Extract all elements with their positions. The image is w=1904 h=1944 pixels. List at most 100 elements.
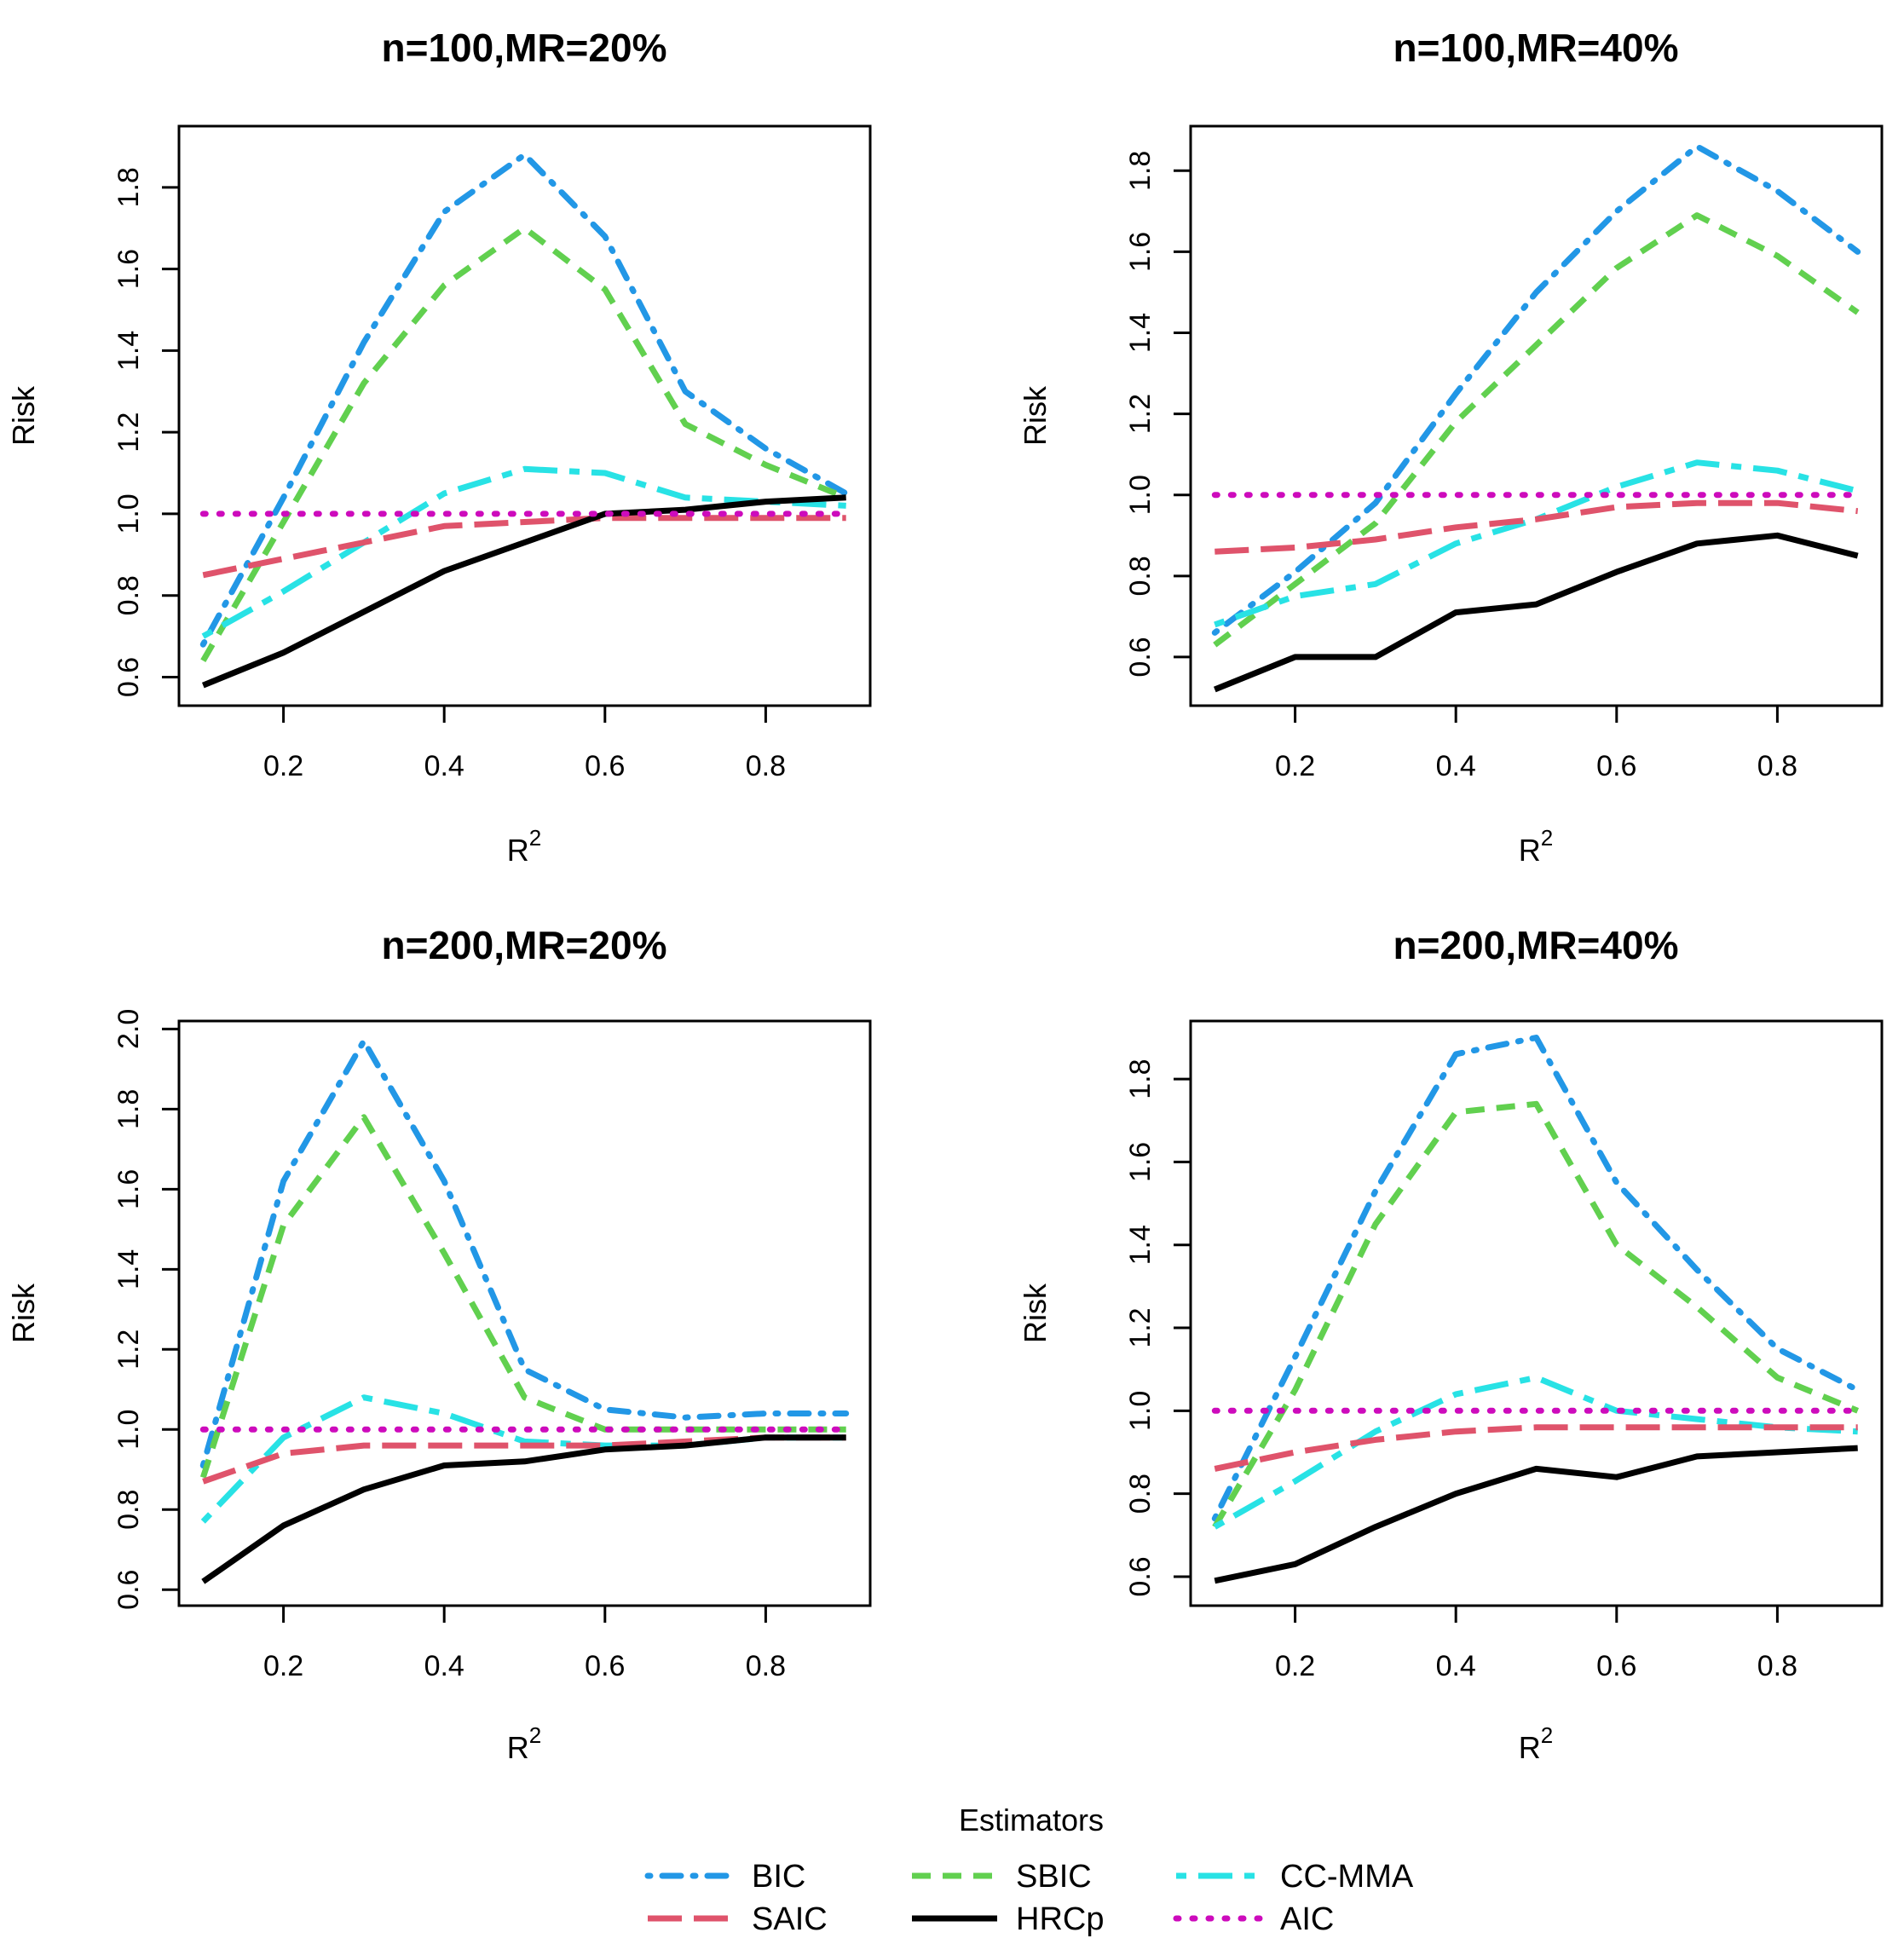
x-tick-label: 0.6 — [585, 1650, 625, 1682]
x-tick-label: 0.2 — [1275, 1650, 1315, 1682]
y-tick-label: 1.4 — [1124, 1225, 1157, 1265]
y-tick-label: 1.8 — [113, 167, 145, 207]
x-axis-label-superscript: 2 — [1541, 825, 1553, 851]
x-tick-label: 0.6 — [585, 750, 625, 782]
x-axis-label-superscript: 2 — [1541, 1722, 1553, 1748]
y-axis-label: Risk — [1018, 1283, 1053, 1343]
legend-label: CC-MMA — [1280, 1859, 1414, 1895]
x-tick-label: 0.8 — [746, 1650, 786, 1682]
y-tick-label: 1.2 — [1124, 394, 1157, 434]
y-tick-label: 1.0 — [113, 493, 145, 534]
legend-label: SBIC — [1016, 1859, 1092, 1895]
legend: Estimators BIC SBIC CC-MMA SAIC HRCp AIC — [644, 1803, 1414, 1937]
y-tick-label: 0.6 — [1124, 1556, 1157, 1596]
legend-item-aic: AIC — [1173, 1901, 1334, 1937]
y-tick-label: 1.8 — [1124, 1059, 1157, 1099]
legend-item-saic: SAIC — [648, 1901, 828, 1937]
plot-frame — [177, 1019, 872, 1607]
x-tick-label: 0.4 — [424, 750, 464, 782]
series-line-cc-mma — [1214, 459, 1859, 628]
panel-2: n=100,MR=40% 0.2 0.4 0.6 0.8 0.6 0.8 1.0 1.2 1.4 1… — [1018, 26, 1884, 868]
y-tick-label: 1.6 — [1124, 232, 1157, 272]
y-axis-label: Risk — [6, 385, 41, 446]
legend-item-sbic: SBIC — [912, 1859, 1092, 1895]
series-line-bic — [1211, 143, 1861, 636]
y-tick-label: 1.8 — [1124, 151, 1157, 191]
y-tick-label: 1.2 — [113, 412, 145, 453]
x-tick-label: 0.2 — [263, 1650, 303, 1682]
y-tick-label: 1.2 — [1124, 1307, 1157, 1347]
series-line-hrcp — [1213, 532, 1859, 693]
x-tick-label: 0.8 — [1757, 1650, 1797, 1682]
x-axis-label: R2 — [1519, 1722, 1553, 1765]
y-tick-label: 1.4 — [113, 1249, 145, 1289]
series-line-saic — [202, 1434, 846, 1485]
legend-label: SAIC — [752, 1901, 828, 1937]
x-axis-label-superscript: 2 — [529, 825, 541, 851]
plot-frame — [1189, 124, 1884, 707]
legend-label: BIC — [752, 1859, 805, 1895]
series-line-sbic — [1213, 212, 1860, 648]
series-line-saic — [1214, 1424, 1858, 1472]
y-tick-label: 0.8 — [113, 1490, 145, 1530]
y-tick-label: 1.0 — [1124, 475, 1157, 515]
legend-title: Estimators — [959, 1803, 1104, 1837]
y-axis-label: Risk — [6, 1283, 41, 1343]
series-line-saic — [1215, 499, 1859, 555]
panel-4: n=200,MR=40% 0.2 0.4 0.6 0.8 0.6 0.8 1.0 1.2 1.4 1… — [1018, 923, 1884, 1765]
series-line-saic — [202, 515, 846, 579]
y-tick-label: 2.0 — [113, 1009, 145, 1049]
series-line-hrcp — [201, 1434, 846, 1584]
series-line-bic — [199, 152, 850, 648]
x-axis-label: R2 — [507, 825, 541, 868]
panel-title: n=100,MR=20% — [382, 26, 667, 70]
series-line-sbic — [199, 1114, 846, 1479]
y-tick-label: 0.8 — [113, 575, 145, 615]
y-tick-label: 0.6 — [113, 657, 145, 697]
plot-frame — [177, 124, 872, 707]
y-tick-label: 0.8 — [1124, 556, 1157, 596]
y-tick-label: 1.0 — [1124, 1391, 1157, 1431]
legend-label: AIC — [1280, 1901, 1334, 1937]
panel-title: n=200,MR=40% — [1393, 923, 1679, 967]
y-tick-label: 1.6 — [1124, 1142, 1157, 1182]
legend-item-cc-mma: CC-MMA — [1176, 1859, 1414, 1895]
panel-title: n=100,MR=40% — [1393, 26, 1679, 70]
x-tick-label: 0.8 — [746, 750, 786, 782]
legend-item-bic: BIC — [644, 1859, 805, 1895]
x-tick-label: 0.8 — [1757, 750, 1797, 782]
series-line-bic — [1211, 1035, 1861, 1522]
y-tick-label: 1.4 — [1124, 313, 1157, 353]
series-line-sbic — [1212, 1100, 1860, 1529]
x-tick-label: 0.6 — [1596, 750, 1636, 782]
x-axis-label-superscript: 2 — [529, 1722, 541, 1748]
y-tick-label: 1.6 — [113, 1169, 145, 1209]
y-tick-label: 0.6 — [113, 1570, 145, 1610]
series-group — [1211, 143, 1861, 693]
y-tick-label: 1.2 — [113, 1330, 145, 1370]
x-tick-label: 0.6 — [1596, 1650, 1636, 1682]
panel-title: n=200,MR=20% — [382, 923, 667, 967]
x-tick-label: 0.2 — [1275, 750, 1315, 782]
x-tick-label: 0.2 — [263, 750, 303, 782]
x-axis-label: R2 — [1519, 825, 1553, 868]
series-line-bic — [199, 1038, 850, 1468]
y-tick-label: 1.6 — [113, 249, 145, 289]
series-line-cc-mma — [201, 465, 846, 639]
series-line-sbic — [200, 225, 848, 663]
x-axis-label: R2 — [507, 1722, 541, 1765]
panel-3: n=200,MR=20% 0.2 0.4 0.6 0.8 0.6 0.8 1.0 1.2 1.4 1… — [6, 923, 872, 1765]
y-tick-label: 0.8 — [1124, 1474, 1157, 1514]
series-line-hrcp — [1214, 1445, 1858, 1584]
legend-item-hrcp: HRCp — [912, 1901, 1104, 1937]
x-tick-label: 0.4 — [1436, 1650, 1476, 1682]
y-axis-label: Risk — [1018, 385, 1053, 446]
y-tick-label: 1.0 — [113, 1410, 145, 1450]
y-tick-label: 1.8 — [113, 1089, 145, 1129]
x-tick-label: 0.4 — [424, 1650, 464, 1682]
series-line-hrcp — [201, 494, 846, 689]
series-group — [1211, 1035, 1861, 1584]
plot-frame — [1189, 1019, 1884, 1607]
series-group — [199, 1038, 850, 1584]
